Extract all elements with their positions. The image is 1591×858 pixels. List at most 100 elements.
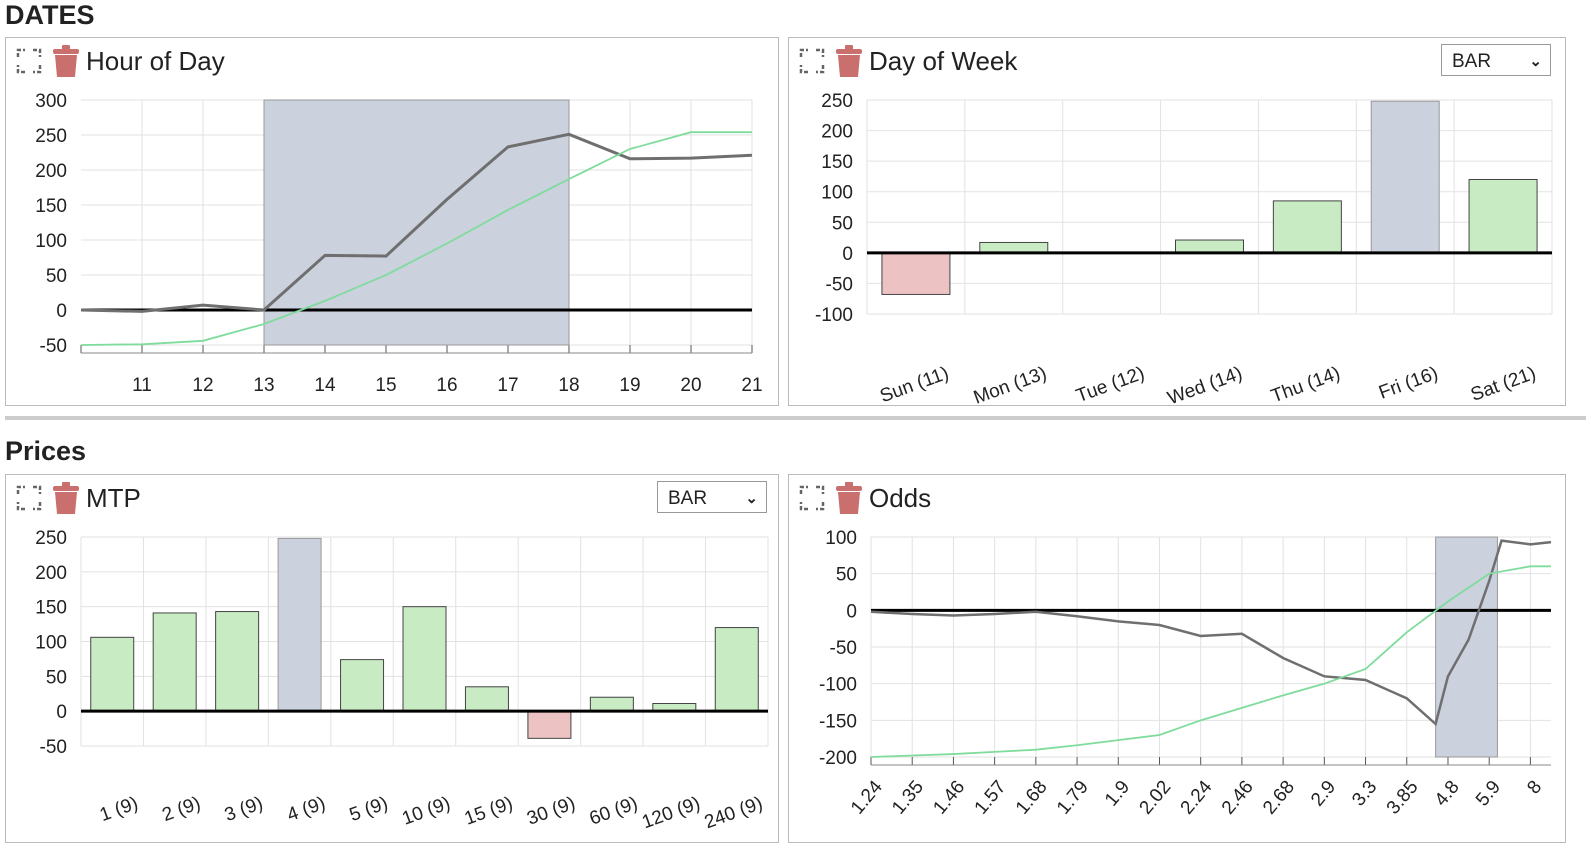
panel-title: MTP	[86, 483, 141, 513]
y-tick-label: 150	[821, 152, 853, 173]
expand-icon[interactable]	[799, 48, 825, 74]
y-tick-label: 0	[56, 301, 67, 322]
panel-odds: Odds -200 -150 -100 -50 0 50 100 1.24 1.35 1.46 1.…	[788, 474, 1566, 843]
chevron-down-icon: ⌄	[1529, 53, 1542, 70]
y-tick-label: 200	[821, 122, 853, 143]
bar	[589, 696, 634, 712]
x-tick-label: 1.46	[929, 777, 969, 819]
y-tick-label: 200	[35, 563, 67, 584]
bar	[1175, 239, 1244, 254]
series-line-2	[870, 565, 1551, 758]
x-tick-label: 30 (9)	[524, 793, 578, 830]
highlight-range	[263, 99, 570, 346]
expand-icon[interactable]	[799, 485, 825, 511]
x-tick-label: 1 (9)	[97, 793, 141, 826]
x-tick-label: 3 (9)	[222, 793, 266, 826]
x-tick-label: 2.9	[1307, 777, 1340, 811]
x-tick-label: 16	[436, 375, 457, 396]
y-tick-label: -150	[819, 711, 857, 732]
panel-header: Day of Week BAR ⌄	[789, 38, 1565, 86]
y-tick-label: -50	[40, 737, 67, 758]
y-tick-label: 100	[825, 528, 857, 549]
x-tick-label: 1.68	[1012, 777, 1052, 819]
y-tick-label: 100	[821, 183, 853, 204]
x-tick-label: Wed (14)	[1165, 363, 1245, 409]
mtp-chart: -50 0 50 100 150 200 250 1 (9) 2 (9) 3 (9) 4 (9) 5 …	[35, 528, 769, 833]
select-value: BAR	[668, 488, 708, 509]
x-tick-label: 120 (9)	[639, 793, 703, 833]
y-tick-label: 0	[56, 702, 67, 723]
y-tick-label: 0	[846, 601, 857, 622]
bar	[277, 537, 322, 712]
bar	[152, 612, 197, 712]
y-tick-label: -100	[815, 305, 853, 326]
expand-icon[interactable]	[16, 485, 42, 511]
odds-chart: -200 -150 -100 -50 0 50 100 1.24 1.35 1.46 1.57 1.6…	[819, 528, 1552, 819]
chart-type-select[interactable]: BAR ⌄	[1441, 44, 1551, 76]
x-tick-label: 2.46	[1218, 777, 1258, 819]
bar	[714, 627, 759, 712]
y-tick-label: -50	[826, 274, 853, 295]
x-tick-label: 5 (9)	[347, 793, 391, 826]
x-tick-label: Fri (16)	[1376, 363, 1441, 404]
trash-icon[interactable]	[52, 481, 80, 515]
chart-type-select[interactable]: BAR ⌄	[657, 481, 767, 513]
x-tick-label: 2.02	[1135, 777, 1175, 819]
select-value: BAR	[1452, 51, 1492, 72]
bar	[402, 606, 447, 712]
y-tick-label: 50	[832, 213, 853, 234]
bar	[881, 252, 951, 295]
y-tick-label: 250	[35, 528, 67, 549]
series-line-1	[80, 132, 753, 313]
day-of-week-chart: -100 -50 0 50 100 150 200 250 Sun (11) Mon (13) Tu…	[815, 91, 1553, 409]
bar	[1272, 200, 1342, 254]
trash-icon[interactable]	[835, 481, 863, 515]
panel-title: Day of Week	[869, 46, 1018, 76]
y-tick-label: 100	[35, 231, 67, 252]
y-tick-label: 50	[46, 266, 67, 287]
x-tick-label: 5.9	[1472, 777, 1505, 811]
panel-title: Odds	[869, 483, 932, 513]
bar	[527, 710, 572, 739]
trash-icon[interactable]	[52, 44, 80, 78]
x-tick-label: Thu (14)	[1268, 363, 1343, 407]
panel-hour-of-day: Hour of Day -50 0 50 100 150 200 250 300 11 12 13 1…	[5, 37, 779, 406]
y-tick-label: 150	[35, 598, 67, 619]
y-tick-label: 100	[35, 633, 67, 654]
bar	[215, 611, 260, 712]
y-tick-label: 250	[821, 91, 853, 112]
x-tick-label: 11	[132, 375, 152, 396]
x-tick-label: 2.24	[1177, 776, 1217, 818]
section-title-dates: DATES	[5, 0, 95, 30]
bar	[979, 241, 1049, 254]
trash-icon[interactable]	[835, 44, 863, 78]
y-tick-label: 50	[836, 565, 857, 586]
x-tick-label: 1.79	[1053, 777, 1093, 819]
y-tick-label: -50	[830, 638, 857, 659]
x-tick-label: 2 (9)	[159, 793, 203, 826]
panel-header: MTP BAR ⌄	[6, 475, 778, 523]
x-tick-label: 4 (9)	[284, 793, 328, 826]
highlight-range	[1435, 536, 1498, 758]
y-tick-label: -200	[819, 748, 857, 769]
y-tick-label: -100	[819, 675, 857, 696]
expand-icon[interactable]	[16, 48, 42, 74]
x-tick-label: Mon (13)	[971, 363, 1050, 409]
x-tick-label: 3.85	[1383, 777, 1423, 819]
x-tick-label: Sun (11)	[877, 363, 951, 407]
panel-mtp: MTP BAR ⌄ -50 0 50 100 150 200 250 1 (9) 2 (9) 3 (…	[5, 474, 779, 843]
y-tick-label: 250	[35, 126, 67, 147]
y-tick-label: 200	[35, 161, 67, 182]
x-tick-label: 1.24	[847, 776, 887, 818]
y-tick-label: 0	[842, 244, 853, 265]
bar	[90, 636, 135, 712]
x-tick-label: 14	[314, 375, 336, 396]
x-tick-label: 240 (9)	[702, 793, 766, 833]
x-tick-label: 8	[1523, 777, 1546, 799]
x-tick-label: 20	[680, 375, 701, 396]
x-tick-label: 3.3	[1348, 777, 1381, 811]
y-tick-label: -50	[40, 336, 67, 357]
series-line-1	[870, 539, 1552, 727]
x-tick-label: 18	[558, 375, 579, 396]
x-tick-label: 60 (9)	[587, 793, 641, 830]
